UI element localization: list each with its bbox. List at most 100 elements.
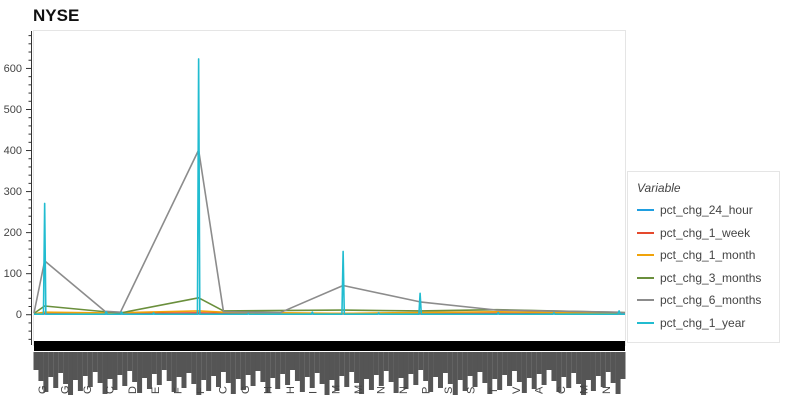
x-tick-label-mark (610, 352, 616, 383)
x-tick-label-mark (595, 352, 601, 376)
x-tick-label-mark (492, 352, 498, 379)
x-tick-label-mark (245, 352, 251, 375)
x-tick-label-mark (275, 352, 281, 389)
x-tick-label-mark (299, 352, 305, 392)
x-tick-label-mark (526, 352, 532, 378)
legend-swatch (637, 299, 654, 301)
x-tick-label-mark (38, 352, 44, 381)
x-tick-label-mark (151, 352, 157, 374)
x-tick-label-mark (166, 352, 172, 381)
x-tick-label-mark (536, 352, 542, 374)
y-tick-label: 400 (4, 145, 22, 157)
x-tick-label-mark (290, 352, 296, 370)
x-tick-label-mark (72, 352, 78, 380)
x-tick-label-mark (171, 352, 177, 392)
x-tick-label-mark (605, 352, 611, 372)
x-tick-label-mark (161, 352, 167, 370)
x-tick-label-mark (462, 352, 468, 391)
x-tick-label-mark (373, 352, 379, 375)
x-tick-label-mark (294, 352, 300, 381)
x-tick-label-mark (576, 352, 582, 384)
x-tick-label-mark (334, 352, 340, 391)
y-axis: 0 100 200 300 400 500 600 (4, 31, 32, 345)
x-tick-label-mark (472, 352, 478, 387)
x-tick-label-mark (566, 352, 572, 388)
legend-label: pct_chg_3_months (660, 270, 762, 285)
x-tick-label-mark (581, 352, 587, 395)
x-tick-label-mark (541, 352, 547, 385)
series-line-pct_chg_1_year (34, 58, 625, 316)
x-tick-label-mark (447, 352, 453, 384)
x-tick-label-mark (97, 352, 103, 383)
series-lines (33, 58, 626, 316)
x-tick-label: S (466, 387, 478, 394)
x-tick-label-mark (304, 352, 310, 377)
x-tick-label-mark (107, 352, 113, 379)
x-tick-label-mark (127, 352, 133, 371)
x-tick-label-mark (82, 352, 88, 376)
x-tick-label: F (195, 387, 207, 394)
legend-item[interactable]: pct_chg_6_months (637, 292, 761, 308)
x-tick-label-mark (349, 352, 355, 372)
x-tick-label: S (443, 387, 455, 394)
x-tick-label-mark (600, 352, 606, 387)
legend-item[interactable]: pct_chg_1_year (637, 315, 745, 331)
x-tick-label-mark (531, 352, 537, 389)
x-tick-label-mark (561, 352, 567, 377)
x-tick-label-mark (255, 352, 261, 371)
legend-swatch (637, 254, 654, 256)
legend-item[interactable]: pct_chg_1_month (637, 247, 755, 263)
y-tick-label: 0 (16, 309, 22, 321)
plot-area: G G G C D E F F C G H H I M M N N P S S T V A C M N 0 100 200 300 400… (4, 30, 626, 395)
x-tick-label-mark (511, 352, 517, 371)
x-tick-label-mark (437, 352, 443, 388)
x-tick-label: A (533, 386, 545, 394)
x-tick-label-mark (102, 352, 108, 394)
x-tick-label-mark (196, 352, 202, 395)
x-tick-labels-clutter (33, 352, 626, 395)
x-tick-label: M (353, 385, 365, 394)
x-tick-label-mark (502, 352, 508, 375)
x-tick-label: M (330, 385, 342, 394)
x-tick-label-mark (309, 352, 315, 388)
plot-frame (33, 30, 626, 346)
x-tick-label-mark (201, 352, 207, 380)
legend-item[interactable]: pct_chg_1_week (637, 225, 750, 241)
legend-title: Variable (637, 181, 681, 195)
x-tick-label: I (308, 391, 320, 394)
x-tick-label-mark (433, 352, 439, 377)
legend-swatch (637, 231, 654, 234)
x-tick-label-mark (368, 352, 374, 390)
x-tick-label-mark (77, 352, 83, 391)
x-tick-label-mark (122, 352, 128, 386)
y-tick-label: 600 (4, 63, 22, 75)
legend-label: pct_chg_1_year (660, 315, 746, 330)
x-tick-label-mark (487, 352, 493, 394)
legend-label: pct_chg_24_hour (660, 203, 753, 217)
legend-label: pct_chg_1_week (660, 225, 751, 240)
x-tick-label-mark (146, 352, 152, 389)
x-tick-label: G (60, 385, 72, 394)
chart-title: NYSE (33, 6, 80, 25)
legend-swatch (637, 321, 654, 324)
legend-item[interactable]: pct_chg_3_months (637, 270, 761, 286)
x-tick-label-mark (329, 352, 335, 380)
x-tick-label-mark (87, 352, 93, 387)
x-tick-label-mark (507, 352, 513, 386)
legend-item[interactable]: pct_chg_24_hour (637, 202, 753, 218)
x-tick-label-mark (53, 352, 59, 388)
legend-swatch (637, 209, 654, 211)
x-tick-label-mark (408, 352, 414, 374)
legend-label: pct_chg_6_months (660, 293, 762, 307)
x-tick-label-mark (339, 352, 345, 376)
x-tick-label-mark (571, 352, 577, 373)
series-line-pct_chg_3_months (33, 297, 626, 315)
x-tick-label-mark (132, 352, 138, 382)
x-tick-band (34, 341, 625, 351)
x-tick-label: V (511, 386, 523, 394)
x-tick-label-mark (413, 352, 419, 385)
x-tick-label-mark (516, 352, 522, 382)
x-tick-label-mark (477, 352, 483, 372)
x-tick-label-mark (620, 352, 626, 379)
